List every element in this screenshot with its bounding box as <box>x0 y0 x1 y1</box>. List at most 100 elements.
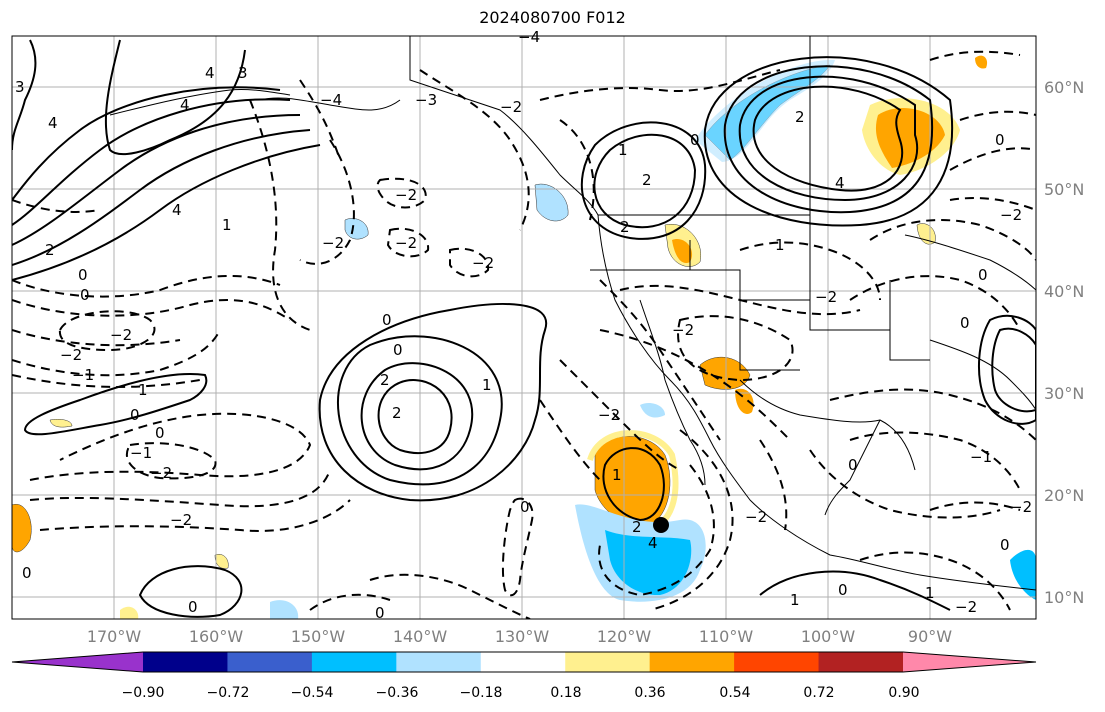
contour-labels: 3 4 4 3 4 4 1 2 0 0 −2 −2 −1 1 0 0 −1 −2… <box>15 28 1032 622</box>
contour-label: 0 <box>1000 536 1010 554</box>
colorbar-segment <box>565 652 651 672</box>
lon-label: 110°W <box>699 627 754 646</box>
map-frame <box>11 35 1037 620</box>
colorbar-segment <box>734 652 820 672</box>
contour-label: −1 <box>970 448 992 466</box>
contour-label: 2 <box>380 371 390 389</box>
latitude-labels: 60°N 50°N 40°N 30°N 20°N 10°N <box>1044 78 1084 607</box>
contour-label: 0 <box>80 286 90 304</box>
contour-label: 1 <box>612 466 622 484</box>
colorbar-segment <box>311 652 397 672</box>
colorbar-segment <box>143 652 228 672</box>
contour-label: −2 <box>472 254 494 272</box>
lon-label: 140°W <box>393 627 448 646</box>
contour-label: −2 <box>60 346 82 364</box>
contour-label: 2 <box>620 218 630 236</box>
contour-label: 0 <box>130 406 140 424</box>
colorbar-tick: −0.36 <box>376 685 419 701</box>
contour-label: 0 <box>848 456 858 474</box>
lon-label: 120°W <box>597 627 652 646</box>
contour-label: −2 <box>395 186 417 204</box>
contour-label: 0 <box>978 266 988 284</box>
contour-label: 1 <box>618 141 628 159</box>
lat-label: 60°N <box>1044 78 1084 97</box>
colorbar-tick: −0.18 <box>460 685 503 701</box>
contour-label: 1 <box>775 236 785 254</box>
lon-label: 130°W <box>495 627 550 646</box>
map-title: 2024080700 F012 <box>479 8 626 27</box>
contours-positive <box>12 39 1036 618</box>
contour-label: −1 <box>72 366 94 384</box>
contour-label: 3 <box>15 78 25 96</box>
contour-label: 0 <box>375 604 385 622</box>
contour-label: 4 <box>48 114 58 132</box>
lon-label: 160°W <box>189 627 244 646</box>
contour-label: 0 <box>690 131 700 149</box>
contour-label: −2 <box>110 326 132 344</box>
coastlines <box>109 36 1036 591</box>
colorbar-tick: 0.72 <box>803 685 834 701</box>
colorbar-segment <box>818 652 904 672</box>
contour-label: 1 <box>790 591 800 609</box>
contour-label: 4 <box>205 64 215 82</box>
colorbar-tick: 0.90 <box>888 685 919 701</box>
contour-label: 2 <box>642 171 652 189</box>
low-center-marker <box>653 517 669 533</box>
lon-label: 100°W <box>801 627 856 646</box>
lat-label: 20°N <box>1044 486 1084 505</box>
contour-label: 0 <box>188 598 198 616</box>
contour-label: 4 <box>648 534 658 552</box>
contour-label: 1 <box>138 381 148 399</box>
contour-label: 0 <box>838 581 848 599</box>
contour-label: −2 <box>150 464 172 482</box>
contour-label: −4 <box>320 91 342 109</box>
contour-label: 0 <box>155 424 165 442</box>
contour-label: 0 <box>995 131 1005 149</box>
lon-label: 170°W <box>87 627 142 646</box>
colorbar-segment <box>227 652 313 672</box>
contour-label: −1 <box>130 444 152 462</box>
contour-label: −2 <box>745 508 767 526</box>
colorbar-tick: 0.36 <box>634 685 665 701</box>
colorbar-segment <box>396 652 482 672</box>
colorbar-tick: −0.90 <box>122 685 165 701</box>
colorbar-tick: −0.72 <box>207 685 250 701</box>
contour-label: −2 <box>170 511 192 529</box>
colorbar-under-triangle <box>12 652 143 672</box>
contour-label: 0 <box>960 314 970 332</box>
contour-label: 4 <box>835 174 845 192</box>
contour-label: −2 <box>955 598 977 616</box>
contour-label: 0 <box>393 341 403 359</box>
contour-label: −2 <box>500 98 522 116</box>
contour-label: 1 <box>482 376 492 394</box>
contour-label: 2 <box>632 518 642 536</box>
lon-label: 90°W <box>908 627 952 646</box>
contour-label: 3 <box>238 64 248 82</box>
contours-negative <box>12 50 1036 619</box>
colorbar: −0.90 −0.72 −0.54 −0.36 −0.18 0.18 0.36 … <box>11 651 1037 701</box>
contour-label: 2 <box>392 404 402 422</box>
lat-label: 10°N <box>1044 588 1084 607</box>
lat-label: 50°N <box>1044 180 1084 199</box>
contour-label: 0 <box>22 564 32 582</box>
colorbar-over-triangle <box>903 652 1036 672</box>
contour-label: −2 <box>598 406 620 424</box>
contour-label: 2 <box>45 241 55 259</box>
contour-label: 4 <box>172 201 182 219</box>
contour-label: −2 <box>1000 206 1022 224</box>
colorbar-outline <box>11 651 1037 673</box>
lat-label: 30°N <box>1044 384 1084 403</box>
contour-label: −2 <box>395 234 417 252</box>
contour-label: −2 <box>815 288 837 306</box>
contour-label: −2 <box>672 321 694 339</box>
colorbar-segment <box>480 652 566 672</box>
colorbar-tick: −0.54 <box>291 685 334 701</box>
colorbar-segment <box>649 652 735 672</box>
contour-label: 2 <box>795 108 805 126</box>
contour-label: 0 <box>520 498 530 516</box>
longitude-labels: 170°W 160°W 150°W 140°W 130°W 120°W 110°… <box>87 627 952 646</box>
contour-label: 4 <box>180 96 190 114</box>
contour-label: −2 <box>322 234 344 252</box>
colorbar-tick: 0.18 <box>550 685 581 701</box>
